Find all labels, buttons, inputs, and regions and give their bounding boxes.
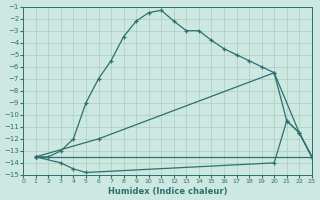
- X-axis label: Humidex (Indice chaleur): Humidex (Indice chaleur): [108, 187, 227, 196]
